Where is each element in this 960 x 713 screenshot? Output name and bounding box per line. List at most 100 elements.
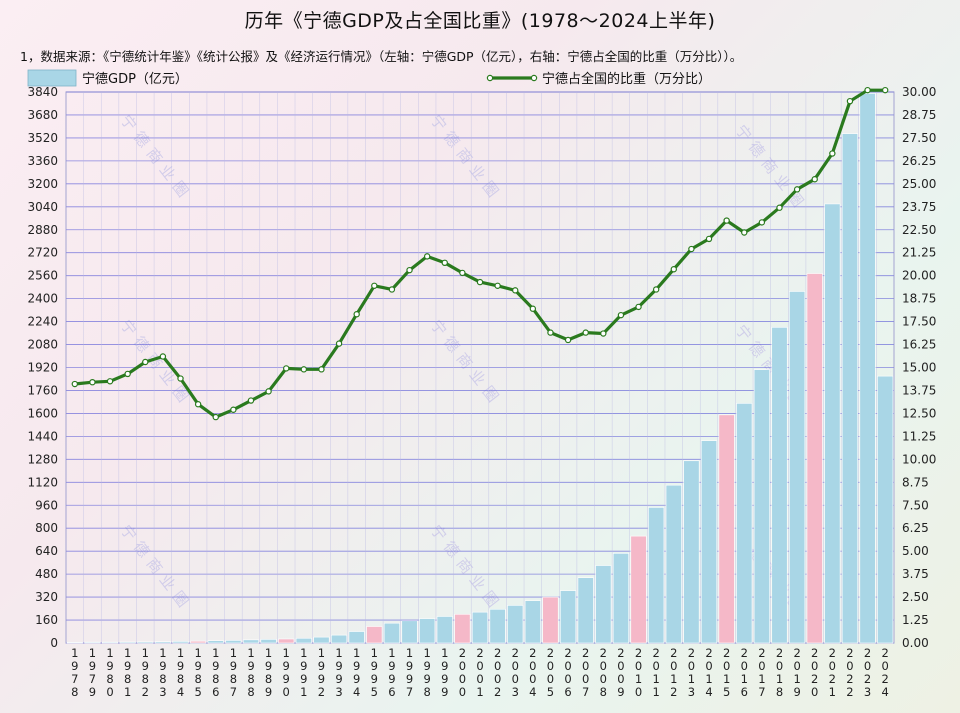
bar-2024 — [877, 375, 894, 644]
point-2021 — [829, 150, 836, 157]
y-right-tick-label: 2.50 — [902, 590, 929, 604]
chart-title: 历年《宁德GDP及占全国比重》(1978～2024上半年) — [244, 10, 716, 32]
bar-1992 — [313, 636, 330, 644]
y-left-tick-label: 3680 — [27, 108, 58, 122]
point-2016 — [741, 229, 748, 236]
bar-2018 — [771, 327, 788, 644]
bar-1988 — [242, 639, 260, 644]
y-left-tick-label: 1120 — [27, 475, 58, 489]
y-right-tick-label: 30.00 — [902, 85, 936, 99]
y-right-tick-label: 27.50 — [902, 131, 936, 145]
bar-2001 — [471, 611, 489, 644]
bar-2008 — [595, 565, 612, 644]
y-left-tick-label: 1280 — [27, 452, 58, 466]
point-2017 — [758, 219, 766, 226]
point-1989 — [265, 388, 272, 395]
point-1985 — [194, 401, 202, 408]
y-right-tick-label: 8.75 — [902, 475, 929, 489]
bar-1994 — [348, 631, 365, 644]
y-right-tick-label: 21.25 — [902, 246, 936, 260]
point-1978 — [71, 380, 79, 388]
bar-1995 — [366, 626, 383, 644]
y-right-tick-label: 16.25 — [902, 338, 936, 352]
bar-1983 — [154, 641, 171, 644]
bar-2016 — [736, 403, 753, 644]
y-right-tick-label: 1.25 — [902, 613, 929, 627]
point-1988 — [247, 397, 255, 404]
y-right-tick-label: 23.75 — [902, 200, 936, 214]
point-1983 — [159, 353, 167, 360]
bar-1985 — [190, 640, 207, 644]
point-1999 — [441, 259, 448, 267]
y-left-tick-label: 3360 — [27, 154, 58, 168]
bar-1986 — [207, 640, 224, 644]
y-left-tick-label: 960 — [35, 498, 58, 512]
bar-1981 — [119, 641, 136, 644]
point-2015 — [723, 217, 730, 224]
bar-2014 — [700, 440, 718, 644]
point-2014 — [705, 235, 713, 243]
legend-label-share: 宁德占全国的比重（万分比） — [542, 71, 711, 87]
watermark-text: 宁德商业圈 — [117, 521, 196, 615]
bar-2004 — [524, 600, 541, 644]
point-2018 — [776, 204, 783, 211]
legend-label-gdp: 宁德GDP（亿元） — [82, 71, 188, 87]
y-left-tick-label: 1600 — [27, 406, 58, 420]
bar-2015 — [718, 414, 735, 644]
y-left-tick-label: 3040 — [27, 200, 58, 214]
y-right-tick-label: 3.75 — [902, 567, 929, 581]
point-1982 — [142, 358, 149, 366]
bar-1999 — [436, 616, 453, 644]
y-left-tick-label: 480 — [35, 567, 58, 581]
watermark-text: 宁德商业圈 — [427, 316, 506, 410]
y-right-tick-label: 12.50 — [902, 406, 936, 420]
point-1984 — [177, 375, 184, 382]
y-left-tick-label: 0 — [50, 636, 58, 650]
bar-1997 — [401, 620, 418, 644]
y-right-tick-label: 11.25 — [902, 429, 936, 443]
bar-1982 — [137, 641, 154, 644]
legend-marker — [530, 74, 538, 82]
bar-2017 — [753, 369, 770, 644]
point-2009 — [617, 311, 625, 319]
point-2006 — [564, 336, 572, 344]
bar-1989 — [260, 639, 277, 644]
bar-2002 — [489, 608, 506, 644]
y-left-tick-label: 2560 — [27, 269, 58, 283]
point-1997 — [406, 266, 413, 274]
y-left-tick-label: 1440 — [27, 429, 58, 443]
point-2008 — [600, 330, 607, 337]
y-right-tick-label: 0.00 — [902, 636, 929, 650]
point-2001 — [476, 278, 484, 286]
bar-2023 — [859, 93, 876, 644]
source-note: 1，数据来源：《宁德统计年鉴》《统计公报》及《经济运行情况》（左轴：宁德GDP（… — [20, 49, 743, 64]
y-left-tick-label: 800 — [35, 521, 58, 535]
bar-1980 — [101, 641, 119, 644]
point-2019 — [793, 186, 801, 193]
y-left-tick-label: 2400 — [27, 292, 58, 306]
point-2003 — [512, 287, 519, 294]
